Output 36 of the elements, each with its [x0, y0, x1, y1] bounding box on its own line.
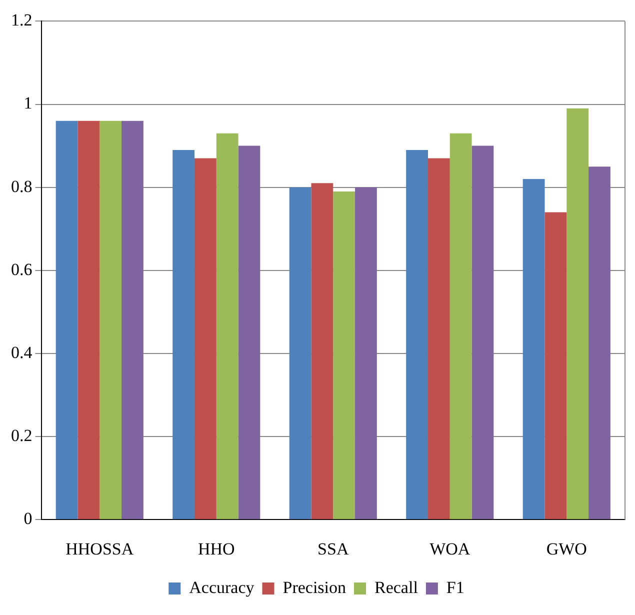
bar [56, 120, 78, 520]
y-tick-label: 0.6 [11, 260, 32, 279]
bar [216, 133, 238, 520]
bar [122, 120, 144, 520]
x-tick-label: SSA [318, 539, 350, 558]
bar [450, 133, 472, 520]
y-tick-label: 0 [24, 509, 32, 528]
bar [428, 158, 450, 520]
bar [100, 120, 122, 520]
legend-label: Accuracy [189, 578, 255, 597]
legend-label: Recall [374, 578, 418, 597]
bar [333, 191, 356, 520]
bar [238, 146, 260, 520]
bar [289, 187, 312, 520]
bar [472, 146, 494, 520]
bar [588, 166, 610, 520]
y-tick-label: 0.2 [11, 426, 32, 445]
bar [172, 150, 194, 520]
y-tick-label: 0.8 [11, 176, 32, 196]
legend-label: Precision [282, 578, 347, 597]
y-tick-label: 1.2 [11, 10, 32, 30]
x-tick-label: GWO [546, 539, 587, 558]
bar [311, 183, 334, 520]
bar [355, 187, 377, 520]
bar [522, 179, 545, 520]
y-tick-label: 1 [24, 94, 32, 113]
bar [544, 212, 567, 520]
x-tick-label: HHO [198, 539, 235, 558]
bar [194, 158, 216, 520]
legend-label: F1 [446, 578, 464, 597]
bar [78, 120, 100, 520]
x-tick-label: WOA [430, 539, 471, 558]
bar [406, 150, 428, 520]
x-tick-label: HHOSSA [66, 539, 134, 558]
bar [566, 108, 589, 520]
y-tick-label: 0.4 [11, 342, 33, 362]
